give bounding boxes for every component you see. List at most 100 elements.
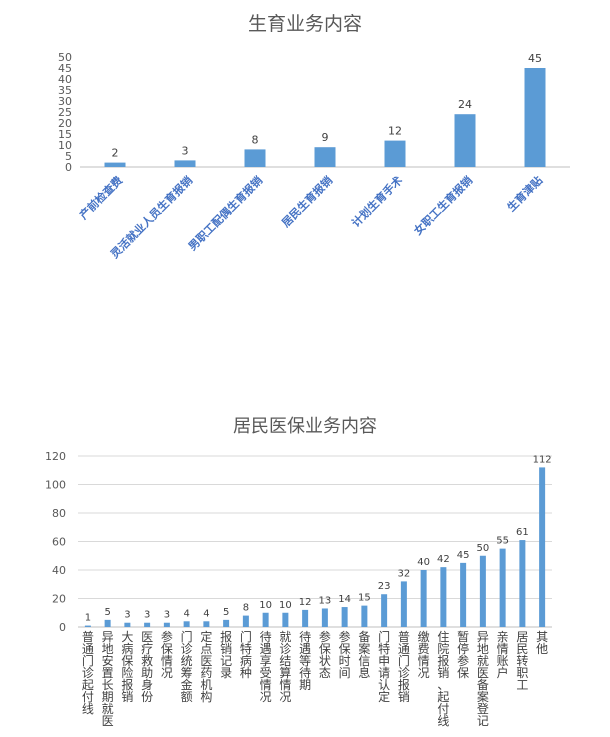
y-tick-label: 5 bbox=[65, 150, 72, 163]
bar bbox=[183, 621, 190, 627]
data-label: 3 bbox=[144, 610, 150, 621]
data-label: 3 bbox=[182, 144, 189, 157]
bar bbox=[302, 609, 309, 627]
data-label: 5 bbox=[104, 607, 110, 618]
data-label: 50 bbox=[477, 543, 490, 554]
bar bbox=[174, 160, 196, 167]
x-tick-label: 异地就医备案登记 bbox=[477, 630, 489, 728]
x-tick-label: 普通门诊报销 bbox=[398, 630, 410, 704]
bars: 2 3 8 9 12 24 45 bbox=[104, 52, 546, 167]
y-tick-label: 45 bbox=[58, 62, 72, 75]
y-tick-label: 20 bbox=[58, 117, 72, 130]
bar bbox=[440, 567, 447, 627]
x-tick-label: 报销记录 bbox=[220, 629, 232, 680]
x-tick-label: 大病保险报销 bbox=[121, 630, 133, 704]
x-tick-label: 定点医药机构 bbox=[200, 629, 212, 704]
chart-title: 生育业务内容 bbox=[248, 13, 362, 35]
data-label: 61 bbox=[516, 527, 529, 538]
data-label: 8 bbox=[252, 133, 259, 146]
y-tick-label: 40 bbox=[58, 73, 72, 86]
bar bbox=[282, 612, 289, 627]
data-label: 40 bbox=[417, 557, 430, 568]
data-label: 4 bbox=[203, 608, 209, 619]
x-tick-label: 暂停参保 bbox=[457, 630, 469, 680]
y-tick-label: 60 bbox=[52, 536, 66, 549]
bar bbox=[479, 555, 486, 627]
bar bbox=[499, 548, 506, 627]
bar bbox=[104, 162, 126, 167]
chart-fertility-business: 生育业务内容 05101520253035404550产前检查费灵活就业人员生育… bbox=[58, 13, 570, 261]
data-label: 45 bbox=[457, 550, 470, 561]
data-label: 10 bbox=[279, 600, 292, 611]
data-label: 5 bbox=[223, 607, 229, 618]
data-label: 9 bbox=[322, 131, 329, 144]
bar bbox=[223, 619, 230, 627]
bar bbox=[519, 540, 526, 627]
bar bbox=[203, 621, 210, 627]
data-label: 112 bbox=[533, 454, 552, 465]
data-label: 24 bbox=[458, 98, 472, 111]
bar bbox=[84, 625, 91, 627]
bar bbox=[262, 612, 269, 627]
data-label: 14 bbox=[338, 594, 351, 605]
bar bbox=[341, 607, 348, 627]
bar bbox=[524, 68, 546, 167]
x-tick-label: 普通门诊起付线 bbox=[82, 630, 94, 716]
x-tick-label: 其他 bbox=[536, 630, 548, 656]
bar bbox=[144, 622, 151, 627]
x-tick-label: 产前检查费 bbox=[76, 173, 125, 222]
data-label: 3 bbox=[164, 610, 170, 621]
bar bbox=[163, 622, 170, 627]
data-label: 3 bbox=[124, 610, 130, 621]
bar bbox=[104, 619, 111, 627]
data-label: 8 bbox=[243, 603, 249, 614]
x-tick-label: 参保时间 bbox=[339, 629, 351, 680]
axes: 05101520253035404550产前检查费灵活就业人员生育报销男职工配偶… bbox=[58, 51, 570, 261]
x-tick-label: 亲情账户 bbox=[497, 630, 509, 680]
y-tick-label: 0 bbox=[59, 621, 66, 634]
y-tick-label: 25 bbox=[58, 106, 72, 119]
chart-resident-medical-business: 居民医保业务内容 0 20 40 60 80 100 120 普通门诊起付线异地安置长期就医大… bbox=[45, 416, 552, 728]
x-tick-label: 生育津贴 bbox=[504, 173, 545, 214]
chart-title: 居民医保业务内容 bbox=[233, 416, 377, 437]
y-tick-label: 100 bbox=[45, 479, 66, 492]
y-tick-label: 35 bbox=[58, 84, 72, 97]
x-tick-label: 就诊结算情况 bbox=[279, 630, 291, 704]
y-tick-label: 120 bbox=[45, 450, 66, 463]
x-tick-label: 异地安置长期就医 bbox=[102, 630, 114, 728]
data-label: 1 bbox=[85, 613, 91, 624]
y-tick-label: 30 bbox=[58, 95, 72, 108]
data-label: 32 bbox=[398, 568, 411, 579]
x-tick-label: 待遇等待期 bbox=[299, 630, 311, 692]
bar bbox=[314, 147, 336, 167]
x-tick-label: 门特申请认定 bbox=[378, 629, 390, 704]
data-label: 23 bbox=[378, 581, 391, 592]
bar bbox=[539, 467, 546, 627]
bar bbox=[384, 140, 406, 167]
data-label: 15 bbox=[358, 593, 371, 604]
data-label: 42 bbox=[437, 554, 450, 565]
y-tick-label: 20 bbox=[52, 593, 66, 606]
data-label: 4 bbox=[183, 608, 189, 619]
x-tick-label: 备案信息 bbox=[358, 630, 370, 680]
y-tick-label: 80 bbox=[52, 507, 66, 520]
x-tick-label: 参保状态 bbox=[319, 629, 331, 680]
y-tick-label: 15 bbox=[58, 128, 72, 141]
bar bbox=[454, 114, 476, 167]
bar bbox=[242, 615, 249, 627]
data-label: 55 bbox=[496, 536, 509, 547]
x-tick-label: 计划生育手术 bbox=[349, 173, 406, 230]
x-tick-label: 门特病种 bbox=[240, 629, 252, 680]
data-label: 45 bbox=[528, 52, 542, 65]
y-tick-label: 0 bbox=[65, 161, 72, 174]
bar bbox=[381, 594, 388, 627]
y-tick-label: 10 bbox=[58, 139, 72, 152]
x-tick-label: 待遇享受情况 bbox=[260, 630, 272, 704]
data-label: 12 bbox=[388, 125, 402, 138]
bar bbox=[321, 608, 328, 627]
x-tick-label: 居民转职工 bbox=[516, 630, 528, 692]
bar bbox=[244, 149, 266, 167]
x-tick-label: 男职工配偶生育报销 bbox=[185, 173, 265, 253]
x-tick-label: 住院报销、起付线 bbox=[437, 630, 449, 728]
